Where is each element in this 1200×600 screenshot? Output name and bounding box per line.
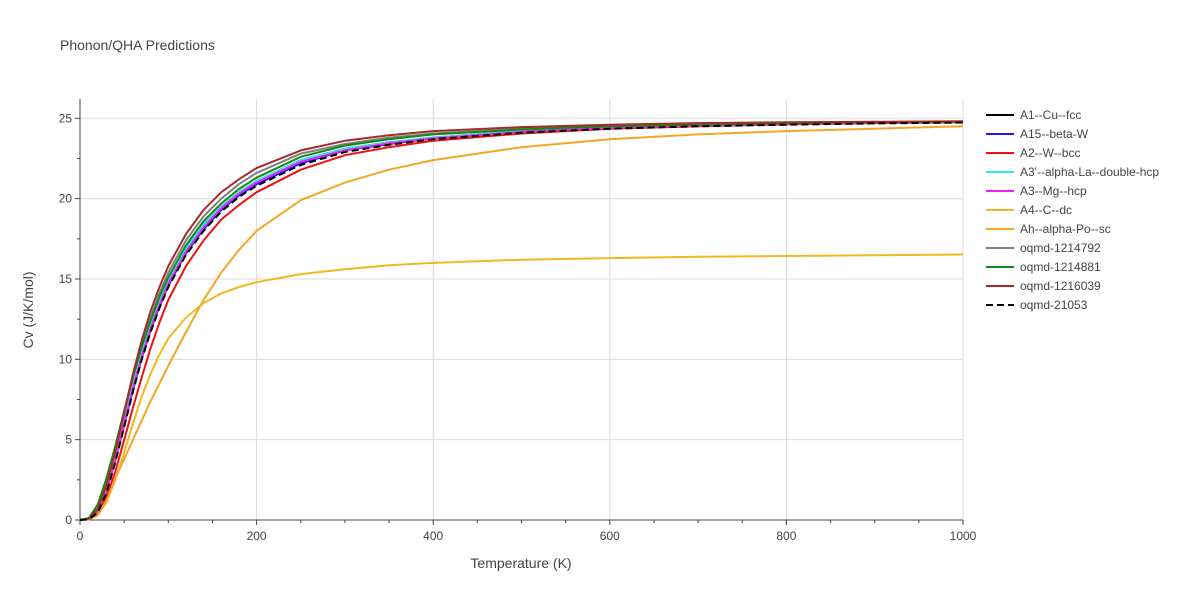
legend-item[interactable]: A2--W--bcc (986, 146, 1080, 160)
y-tick-label: 25 (59, 111, 73, 125)
legend-item[interactable]: A4--C--dc (986, 203, 1072, 217)
x-tick-label: 400 (423, 529, 443, 543)
legend-item[interactable]: oqmd-1216039 (986, 279, 1101, 293)
legend-item[interactable]: A1--Cu--fcc (986, 108, 1081, 122)
legend-label: oqmd-21053 (1020, 298, 1088, 312)
series-lines (79, 120, 964, 521)
x-tick-label: 1000 (950, 529, 977, 543)
axes (75, 99, 964, 525)
legend-label: oqmd-1214881 (1020, 260, 1101, 274)
x-tick-label: 800 (776, 529, 796, 543)
legend-item[interactable]: oqmd-1214881 (986, 260, 1101, 274)
legend-label: A1--Cu--fcc (1020, 108, 1081, 122)
tick-labels: 0 200 400 600 800 1000 0 5 10 15 20 25 (59, 111, 977, 543)
legend-label: A2--W--bcc (1020, 146, 1080, 160)
y-tick-label: 0 (65, 513, 72, 527)
chart-title: Phonon/QHA Predictions (60, 37, 215, 53)
y-tick-label: 10 (59, 352, 73, 366)
x-axis-title: Temperature (K) (470, 555, 571, 571)
x-tick-label: 600 (600, 529, 620, 543)
legend-item[interactable]: A3--Mg--hcp (986, 184, 1087, 198)
legend-item[interactable]: A3'--alpha-La--double-hcp (986, 165, 1159, 179)
series-line-oqmd-21053 (79, 121, 964, 521)
y-tick-label: 20 (59, 192, 73, 206)
legend-label: A4--C--dc (1020, 203, 1072, 217)
series-line-ah-alpha-po-sc (79, 125, 964, 521)
legend-item[interactable]: Ah--alpha-Po--sc (986, 222, 1111, 236)
x-tick-label: 0 (77, 529, 84, 543)
legend-item[interactable]: oqmd-1214792 (986, 241, 1101, 255)
legend-label: A3--Mg--hcp (1020, 184, 1087, 198)
legend-label: A3'--alpha-La--double-hcp (1020, 165, 1159, 179)
legend-label: oqmd-1214792 (1020, 241, 1101, 255)
legend-label: A15--beta-W (1020, 127, 1089, 141)
y-tick-label: 15 (59, 272, 73, 286)
legend-label: oqmd-1216039 (1020, 279, 1101, 293)
y-tick-label: 5 (65, 433, 72, 447)
x-tick-label: 200 (247, 529, 267, 543)
legend-item[interactable]: A15--beta-W (986, 127, 1089, 141)
legend: A1--Cu--fcc A15--beta-W A2--W--bcc A3'--alp… (986, 108, 1159, 312)
series-line-oqmd-1216039 (79, 120, 964, 521)
y-axis-title: Cv (J/K/mol) (20, 272, 36, 349)
legend-item[interactable]: oqmd-21053 (986, 298, 1088, 312)
legend-label: Ah--alpha-Po--sc (1020, 222, 1111, 236)
